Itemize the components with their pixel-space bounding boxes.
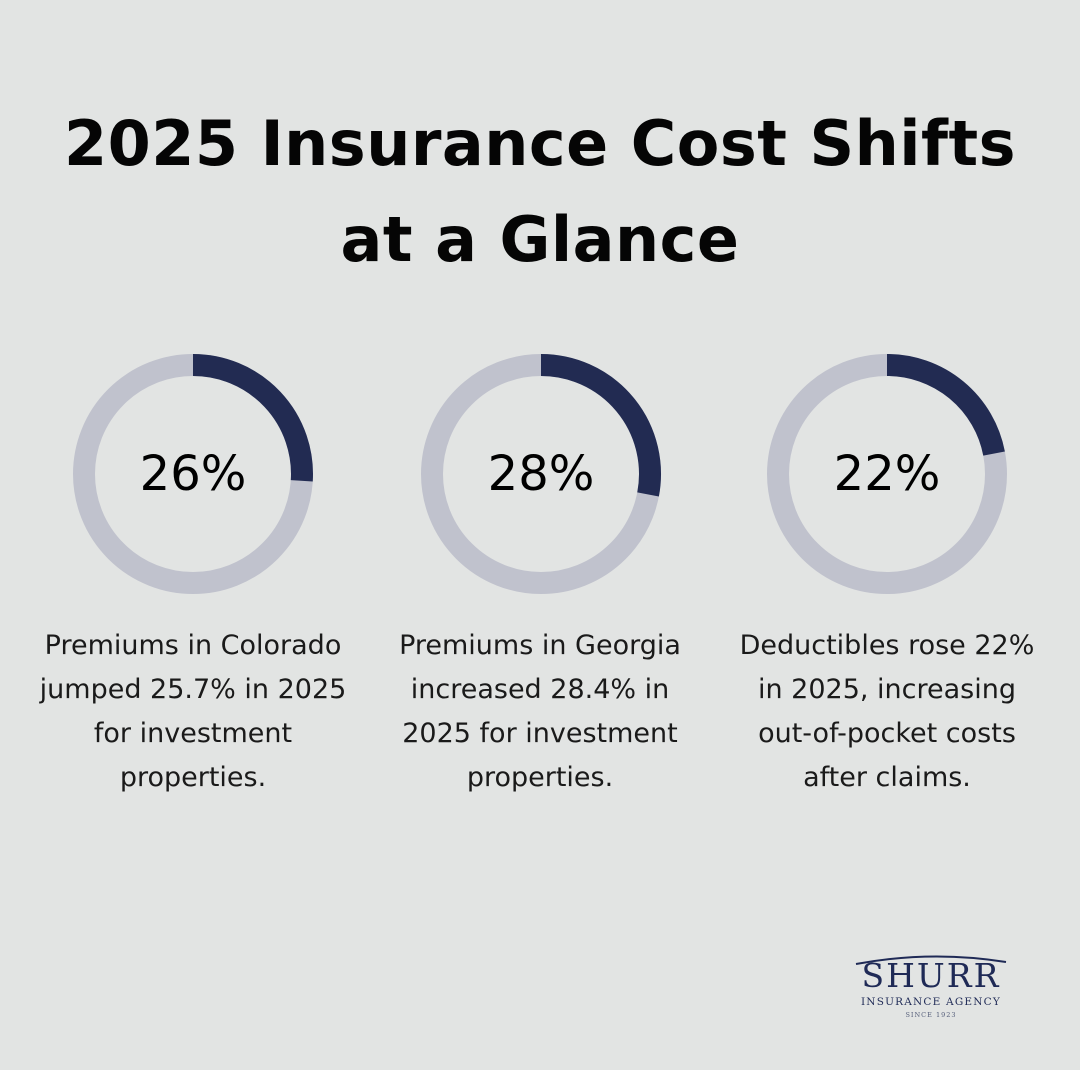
donut-value-arc <box>540 354 661 497</box>
stat-description-georgia: Premiums in Georgia increased 28.4% in 2… <box>399 630 681 793</box>
shurr-logo: SHURR INSURANCE AGENCY SINCE 1923 <box>846 950 1016 1024</box>
donut-chart-colorado: 26% <box>71 352 315 596</box>
donut-chart-svg <box>421 354 661 594</box>
logo-name: SHURR <box>861 956 1001 995</box>
donut-value-label: 28% <box>487 446 595 502</box>
title-line-1: 2025 Insurance Cost Shifts <box>63 107 1017 180</box>
donut-chart-svg <box>767 354 1007 594</box>
donut-chart-deductibles: 22% <box>765 352 1009 596</box>
donut-chart-svg <box>73 354 313 594</box>
donut-value-arc <box>192 354 313 482</box>
logo-since: SINCE 1923 <box>905 1011 957 1019</box>
stat-description-colorado: Premiums in Colorado jumped 25.7% in 202… <box>39 630 347 793</box>
donut-value-arc <box>886 354 1005 456</box>
donut-value-label: 26% <box>139 446 247 502</box>
title-line-2: at a Glance <box>340 203 740 276</box>
donut-chart-georgia: 28% <box>419 352 663 596</box>
stat-description-deductibles: Deductibles rose 22% in 2025, increasing… <box>739 630 1035 793</box>
logo-swoosh-icon <box>855 955 1007 965</box>
page-title: 2025 Insurance Cost Shifts at a Glance <box>40 96 1040 288</box>
logo-subtitle: INSURANCE AGENCY <box>860 996 1002 1008</box>
donut-value-label: 22% <box>833 446 941 502</box>
